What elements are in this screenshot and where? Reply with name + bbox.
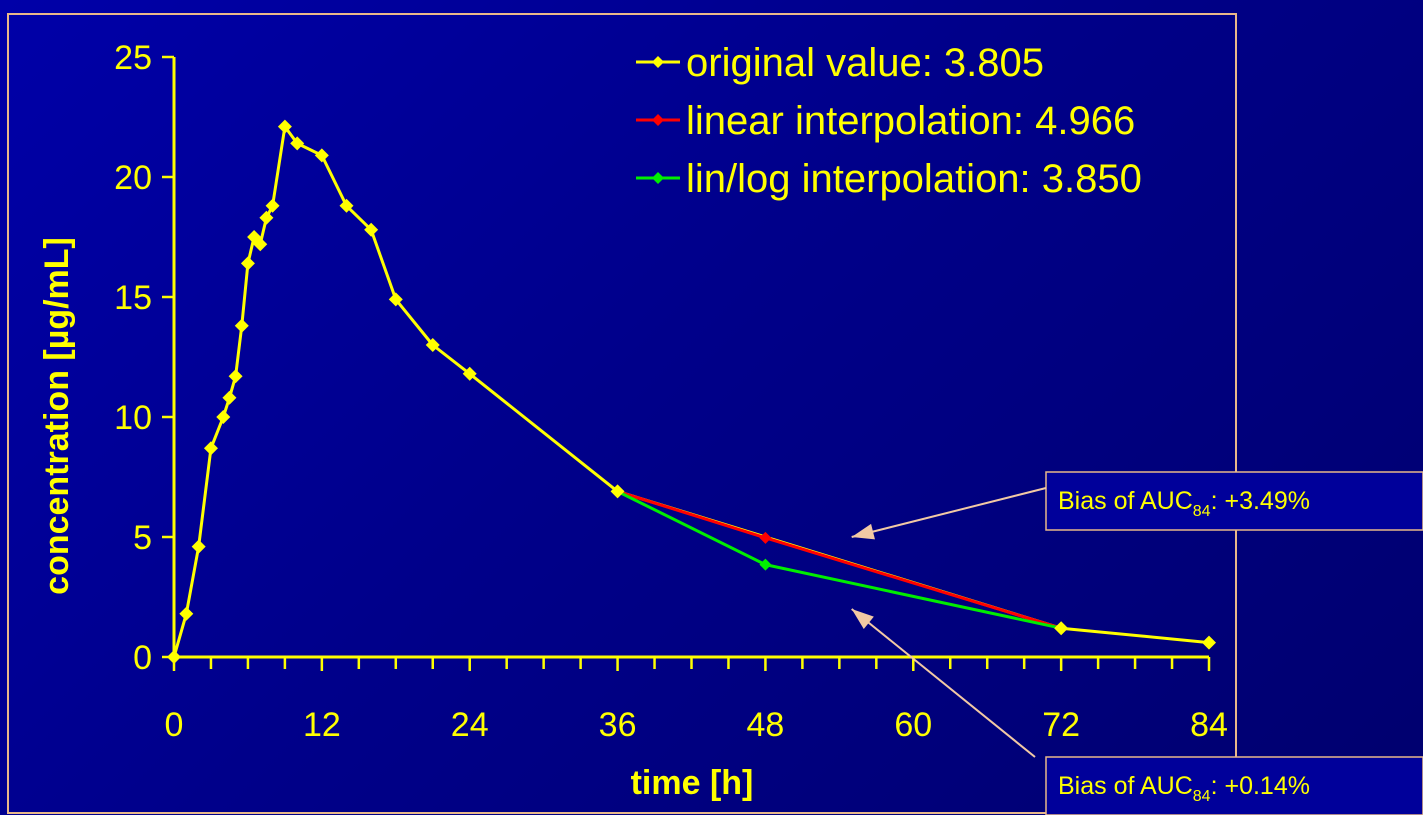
data-point	[1054, 621, 1069, 636]
annotations: Bias of AUC84: +3.49% Bias of AUC84: +0.1…	[851, 471, 1423, 815]
data-series	[172, 125, 1210, 658]
data-point	[216, 410, 231, 424]
y-tick-label: 15	[114, 279, 152, 317]
data-point	[314, 148, 329, 163]
x-tick-label: 0	[165, 706, 184, 744]
data-point	[425, 338, 440, 352]
annotation-text: Bias of AUC84: +3.49%	[1058, 487, 1310, 520]
annotation-arrowhead	[851, 609, 874, 630]
data-point	[339, 198, 354, 213]
x-tick-label: 84	[1190, 706, 1228, 744]
legend-swatch-marker	[652, 114, 664, 126]
data-markers	[167, 119, 1216, 664]
annotation-arrow	[851, 608, 1036, 758]
data-point	[247, 230, 262, 244]
annotation-box	[1045, 471, 1423, 531]
legend-swatch-marker	[652, 56, 664, 68]
data-point	[240, 256, 255, 271]
data-point	[265, 198, 280, 213]
data-point	[203, 441, 218, 456]
data-point	[462, 366, 477, 381]
x-tick-label: 60	[894, 706, 932, 744]
data-point	[388, 292, 403, 307]
y-tick-label: 0	[133, 639, 152, 677]
x-tick-label: 12	[303, 706, 341, 744]
series-line-1	[617, 489, 1062, 630]
annotation-text: Bias of AUC84: +0.14%	[1058, 772, 1310, 805]
annotation-arrow	[851, 487, 1047, 538]
data-point	[277, 119, 292, 134]
x-tick-label: 24	[451, 706, 489, 744]
x-tick-label: 72	[1042, 706, 1080, 744]
data-point	[228, 369, 243, 384]
data-point	[364, 222, 379, 237]
data-point	[290, 136, 305, 151]
legend-label: linear interpolation: 4.966	[686, 99, 1135, 143]
y-tick-label: 20	[114, 159, 152, 197]
data-point	[259, 210, 274, 225]
data-point	[191, 539, 206, 554]
data-point	[610, 484, 625, 499]
data-point	[253, 237, 268, 252]
annotation-arrowhead	[851, 523, 875, 540]
legend: original value: 3.805 linear interpolatio…	[636, 41, 1142, 201]
x-axis-title: time [h]	[631, 764, 754, 802]
axes	[172, 57, 1209, 659]
data-point	[167, 650, 181, 664]
y-tick-label: 25	[114, 39, 152, 77]
data-point	[234, 318, 249, 333]
plot-area-frame	[7, 13, 1237, 814]
data-point	[759, 531, 772, 544]
data-point	[759, 558, 772, 571]
y-axis-title: concentration [µg/mL]	[38, 237, 76, 595]
x-tick-label: 48	[747, 706, 785, 744]
annotation-box	[1045, 756, 1423, 815]
series-line-0	[172, 125, 1210, 658]
tick-marks: 0 5 10 15 20 25 0 12 24 36 48 60 72 84	[114, 39, 1228, 744]
y-tick-label: 10	[114, 399, 152, 437]
x-tick-label: 36	[599, 706, 637, 744]
legend-swatch-marker	[652, 172, 664, 184]
data-point	[179, 606, 194, 621]
legend-label: original value: 3.805	[686, 41, 1044, 85]
legend-label: lin/log interpolation: 3.850	[686, 157, 1142, 201]
data-point	[222, 390, 237, 405]
data-point	[1202, 635, 1216, 650]
y-tick-label: 5	[133, 519, 152, 557]
